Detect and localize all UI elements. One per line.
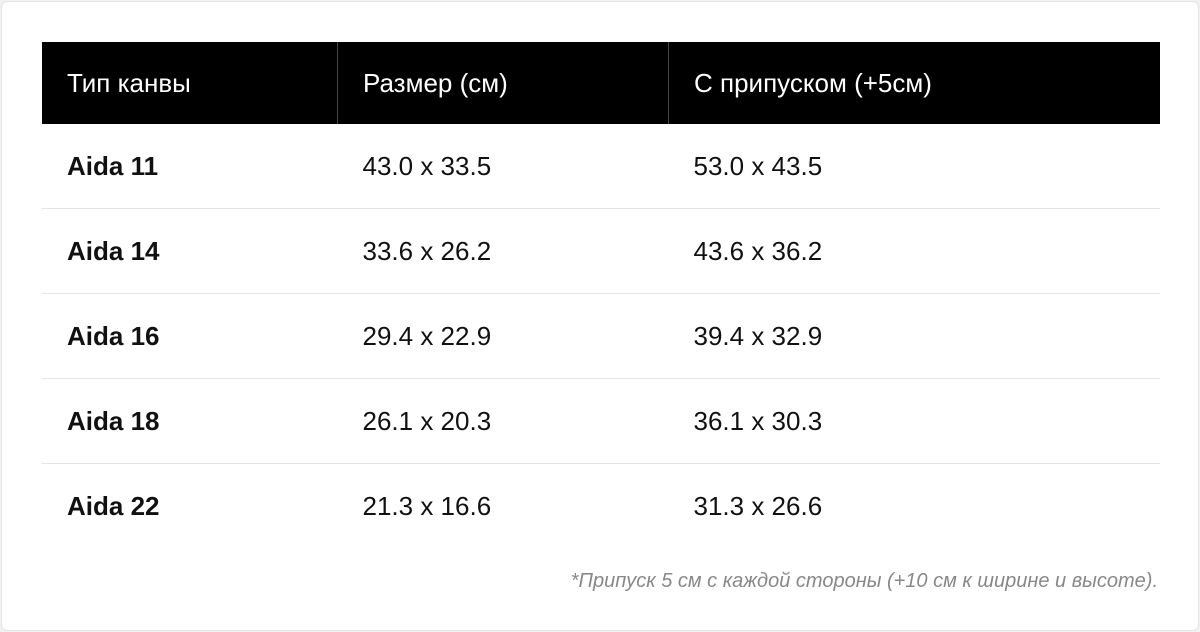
size-cell: 43.0 x 33.5: [337, 124, 669, 209]
header-cell: С припуском (+5см): [668, 42, 1160, 124]
size-table: Тип канвы Размер (см) С припуском (+5см) A…: [42, 42, 1160, 548]
size-cell: 26.1 x 20.3: [337, 378, 669, 464]
table-body: Aida 11 43.0 x 33.5 53.0 x 43.5 Aida 14 33.6…: [42, 124, 1160, 548]
header-cell: Размер (см): [337, 42, 669, 124]
header-cell: Тип канвы: [42, 42, 338, 124]
table-row: Aida 18 26.1 x 20.3 36.1 x 30.3: [42, 378, 1160, 464]
canvas-type: Aida 22: [67, 490, 160, 521]
size-cell: 21.3 x 16.6: [362, 490, 492, 521]
footnote: *Припуск 5 см с каждой стороны (+10 см к…: [570, 570, 1158, 592]
table-row: Aida 11 43.0 x 33.5 53.0 x 43.5: [42, 124, 1160, 209]
canvas-type: Aida 16: [42, 293, 338, 379]
size-cell: 39.4 x 32.9: [668, 293, 1160, 379]
size-cell: 53.0 x 43.5: [668, 124, 1160, 209]
size-cell: 33.6 x 26.2: [337, 208, 669, 294]
header-row: Тип канвы Размер (см) С припуском (+5см): [42, 42, 1160, 124]
size-cell: 29.4 x 22.9: [337, 293, 669, 379]
table-row: Aida 16 29.4 x 22.9 39.4 x 32.9: [42, 293, 1160, 379]
size-cell: 43.6 x 36.2: [668, 208, 1160, 294]
canvas-type: Aida 11: [42, 124, 338, 209]
size-cell: 36.1 x 30.3: [668, 378, 1160, 464]
table-row: Aida 14 33.6 x 26.2 43.6 x 36.2: [42, 208, 1160, 294]
size-cell: 31.3 x 26.6: [693, 490, 823, 521]
canvas-type: Aida 18: [42, 378, 338, 464]
canvas-type: Aida 14: [42, 208, 338, 294]
table-row: Aida 22 21.3 x 16.6 31.3 x 26.6: [42, 464, 1160, 549]
